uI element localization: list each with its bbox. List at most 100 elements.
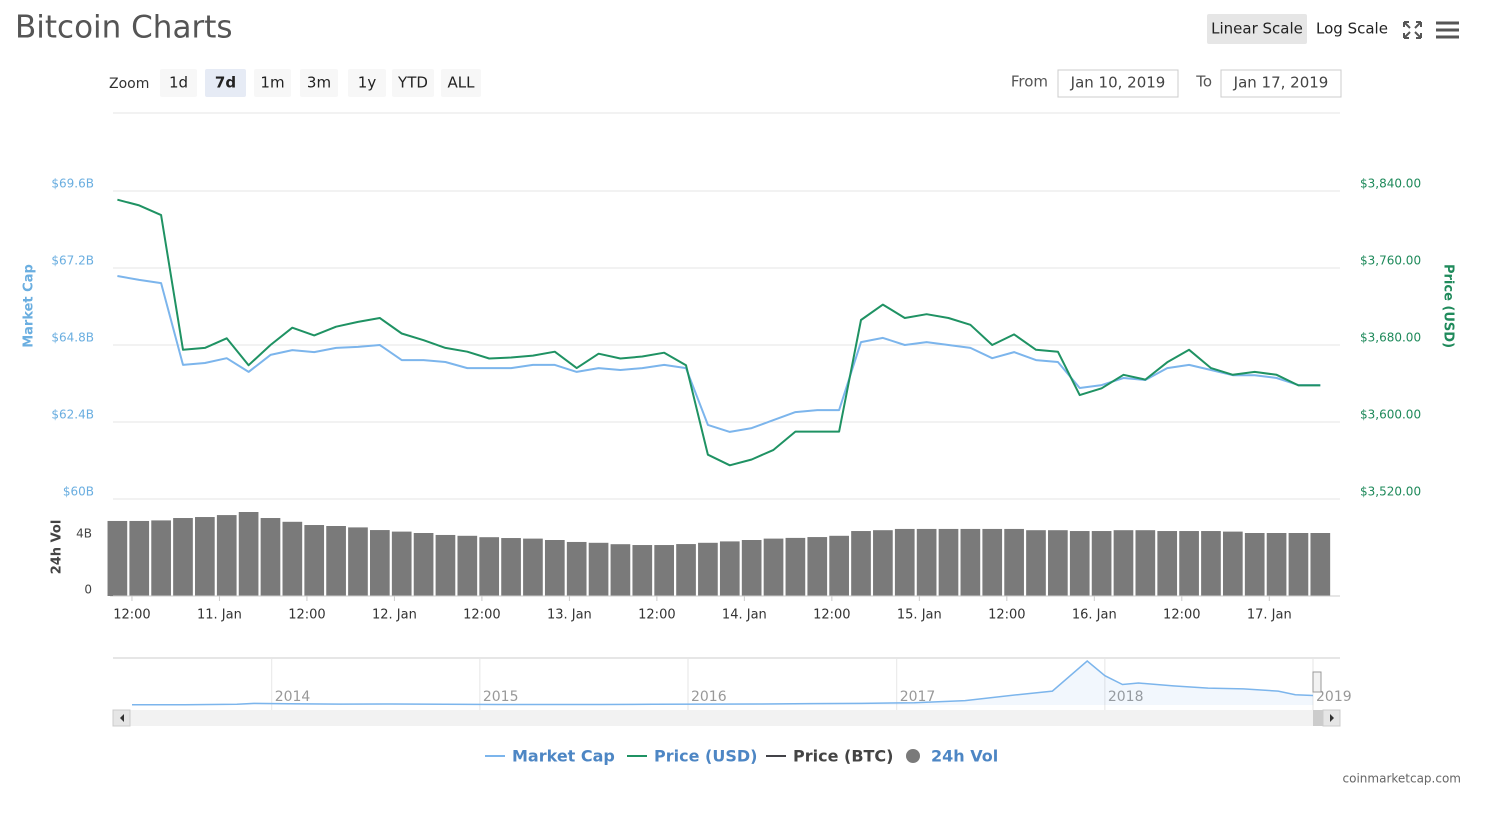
navigator-line <box>132 660 1314 706</box>
volume-bar <box>719 541 740 596</box>
navigator-tick-label: 2019 <box>1316 689 1352 705</box>
x-tick-label: 14. Jan <box>722 608 767 623</box>
volume-bar <box>1288 533 1309 596</box>
legend-label[interactable]: Price (BTC) <box>793 747 893 766</box>
zoom-button[interactable]: 7d <box>215 74 236 92</box>
volume-bar <box>632 545 653 596</box>
volume-bar <box>216 515 237 596</box>
volume-bar <box>894 528 915 596</box>
zoom-button-bg[interactable] <box>392 69 434 97</box>
volume-bar <box>654 545 675 596</box>
arrow-icon <box>1330 714 1334 722</box>
volume-bar <box>523 538 543 596</box>
navigator-tick-label: 2016 <box>691 689 727 705</box>
volume-bar <box>1004 528 1024 596</box>
zoom-button-bg[interactable] <box>348 69 386 97</box>
x-tick-label: 11. Jan <box>197 608 242 623</box>
volume-bar <box>829 535 849 596</box>
zoom-button-bg[interactable] <box>300 69 338 97</box>
legend-label[interactable]: Market Cap <box>512 747 615 766</box>
zoom-button-bg[interactable] <box>441 69 481 97</box>
scale-button[interactable]: Linear Scale <box>1211 20 1303 38</box>
zoom-button[interactable]: 1d <box>169 74 188 92</box>
x-tick-label: 16. Jan <box>1072 608 1117 623</box>
y-tick-label: $69.6B <box>51 177 94 191</box>
volume-bar <box>391 531 412 596</box>
series-line <box>117 275 1321 433</box>
volume-bar <box>435 534 456 596</box>
zoom-label: Zoom <box>109 76 149 92</box>
scale-button-bg[interactable] <box>1312 14 1392 44</box>
volume-bar <box>304 525 325 596</box>
navigator-tick-label: 2018 <box>1108 689 1144 705</box>
volume-bar <box>873 530 893 596</box>
legend-swatch[interactable] <box>906 749 920 763</box>
scale-button[interactable]: Log Scale <box>1316 20 1388 38</box>
x-tick-label: 13. Jan <box>547 608 592 623</box>
volume-bar <box>129 520 150 596</box>
volume-bar <box>1179 531 1199 596</box>
volume-bar <box>195 517 215 596</box>
volume-bar <box>326 526 346 596</box>
volume-bar <box>369 530 390 596</box>
volume-bar <box>501 538 521 596</box>
volume-bar <box>1069 531 1090 596</box>
volume-bar <box>107 520 128 596</box>
zoom-button[interactable]: YTD <box>397 74 428 92</box>
zoom-button-bg[interactable] <box>205 69 246 97</box>
navigator-area <box>132 661 1313 705</box>
volume-tick-label: 0 <box>84 583 92 597</box>
scrollbar-thumb[interactable] <box>1313 710 1323 726</box>
zoom-button-bg[interactable] <box>254 69 291 97</box>
volume-bar <box>238 512 259 596</box>
x-tick-label: 12:00 <box>813 608 850 623</box>
volume-bar <box>566 541 587 596</box>
x-tick-label: 17. Jan <box>1247 608 1292 623</box>
volume-bar <box>1310 533 1331 596</box>
legend-label[interactable]: 24h Vol <box>931 747 998 766</box>
volume-bar <box>457 535 478 596</box>
legend-label[interactable]: Price (USD) <box>654 747 757 766</box>
volume-bar <box>1266 533 1287 596</box>
y-tick-label: $67.2B <box>51 254 94 268</box>
x-tick-label: 12:00 <box>988 608 1025 623</box>
x-tick-label: 12:00 <box>113 608 150 623</box>
to-input[interactable] <box>1220 69 1342 98</box>
zoom-button[interactable]: 1y <box>358 74 377 92</box>
navigator-handle[interactable] <box>1312 671 1322 693</box>
y2-tick-label: $3,840.00 <box>1360 177 1421 191</box>
volume-bar <box>1157 531 1178 596</box>
scale-button-bg[interactable] <box>1207 14 1307 44</box>
credit: coinmarketcap.com <box>1343 772 1461 786</box>
volume-bar <box>1113 530 1134 596</box>
volume-bar <box>851 531 871 596</box>
volume-axis-title: 24h Vol <box>50 520 65 575</box>
navigator-tick-label: 2017 <box>900 689 936 705</box>
volume-bar <box>960 528 981 596</box>
series-line <box>117 198 1321 467</box>
volume-bar <box>741 540 762 596</box>
zoom-button[interactable]: 1m <box>260 74 284 92</box>
from-label: From <box>1011 73 1048 91</box>
zoom-button-bg[interactable] <box>160 69 197 97</box>
x-tick-label: 12:00 <box>288 608 325 623</box>
from-value[interactable]: Jan 10, 2019 <box>1070 74 1166 92</box>
volume-bar <box>260 518 281 596</box>
y-tick-label: $64.8B <box>51 331 94 345</box>
to-label: To <box>1195 73 1212 91</box>
from-input[interactable] <box>1057 69 1179 98</box>
fullscreen-icon[interactable] <box>1403 21 1422 39</box>
scrollbar-track[interactable] <box>113 710 1340 726</box>
x-tick-label: 12:00 <box>463 608 500 623</box>
to-value[interactable]: Jan 17, 2019 <box>1233 74 1329 92</box>
menu-icon[interactable] <box>1436 21 1459 39</box>
volume-bar <box>1244 533 1265 596</box>
page-title: Bitcoin Charts <box>15 10 233 46</box>
volume-bar <box>807 537 828 596</box>
volume-bar <box>1135 530 1156 596</box>
navigator-tick-label: 2014 <box>275 689 311 705</box>
zoom-button[interactable]: ALL <box>448 74 476 92</box>
volume-bar <box>588 542 609 596</box>
zoom-button[interactable]: 3m <box>307 74 331 92</box>
